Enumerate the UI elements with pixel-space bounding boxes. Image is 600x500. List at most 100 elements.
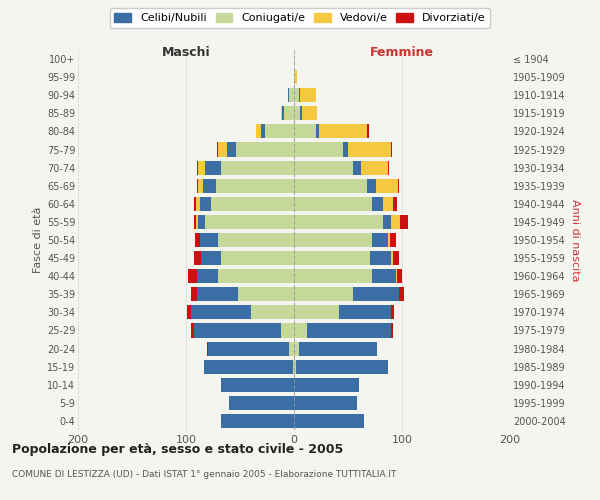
Bar [221,251,294,265]
Bar [200,197,211,211]
Bar [383,197,394,211]
Bar [370,251,391,265]
Bar [294,70,295,84]
Bar [294,178,367,193]
Bar [294,106,301,120]
Bar [284,106,294,120]
Bar [301,88,316,102]
Bar [194,197,196,211]
Bar [353,287,399,302]
Bar [376,178,398,193]
Y-axis label: Anni di nascita: Anni di nascita [570,198,580,281]
Bar [194,215,196,229]
Bar [367,124,368,138]
Bar [198,178,203,193]
Bar [294,197,372,211]
Bar [221,378,294,392]
Bar [194,233,200,247]
Bar [400,215,409,229]
Bar [221,160,294,174]
Text: Maschi: Maschi [161,46,211,60]
Bar [218,233,294,247]
Bar [196,215,198,229]
Bar [227,142,236,156]
Bar [397,269,402,283]
Bar [294,160,353,174]
Bar [294,269,372,283]
Bar [218,142,227,156]
Bar [294,360,296,374]
Bar [293,360,294,374]
Bar [281,106,282,120]
Bar [294,414,364,428]
Bar [197,160,198,174]
Bar [394,251,399,265]
Bar [391,324,394,338]
Bar [398,178,399,193]
Bar [299,88,301,102]
Bar [205,215,294,229]
Bar [198,160,205,174]
Bar [206,342,208,355]
Bar [294,342,299,355]
Bar [197,269,218,283]
Bar [216,178,294,193]
Bar [294,287,353,302]
Bar [289,88,294,102]
Bar [205,160,221,174]
Bar [372,233,388,247]
Bar [295,70,297,84]
Bar [203,178,216,193]
Bar [251,306,294,320]
Bar [399,287,404,302]
Bar [391,215,400,229]
Bar [256,124,260,138]
Bar [343,142,348,156]
Bar [217,142,218,156]
Bar [294,233,372,247]
Bar [302,106,317,120]
Bar [236,142,294,156]
Bar [294,142,343,156]
Bar [340,306,391,320]
Bar [319,124,367,138]
Bar [294,215,383,229]
Bar [361,160,388,174]
Bar [229,396,294,410]
Bar [196,197,200,211]
Bar [294,396,356,410]
Bar [188,269,197,283]
Bar [391,251,394,265]
Bar [187,306,191,320]
Bar [260,124,265,138]
Bar [294,124,316,138]
Bar [391,142,392,156]
Text: Femmine: Femmine [370,46,434,60]
Bar [307,324,391,338]
Bar [191,287,197,302]
Bar [194,251,201,265]
Text: Popolazione per età, sesso e stato civile - 2005: Popolazione per età, sesso e stato civil… [12,442,343,456]
Bar [211,197,294,211]
Bar [289,342,294,355]
Bar [372,197,383,211]
Bar [200,233,218,247]
Y-axis label: Fasce di età: Fasce di età [32,207,43,273]
Bar [348,142,391,156]
Bar [294,251,370,265]
Bar [296,360,388,374]
Bar [198,215,205,229]
Bar [287,88,289,102]
Bar [197,287,238,302]
Bar [238,287,294,302]
Bar [395,269,397,283]
Bar [388,160,389,174]
Bar [383,215,391,229]
Bar [394,197,397,211]
Bar [218,269,294,283]
Bar [367,178,376,193]
Bar [201,251,221,265]
Bar [191,324,194,338]
Bar [388,233,390,247]
Bar [294,306,340,320]
